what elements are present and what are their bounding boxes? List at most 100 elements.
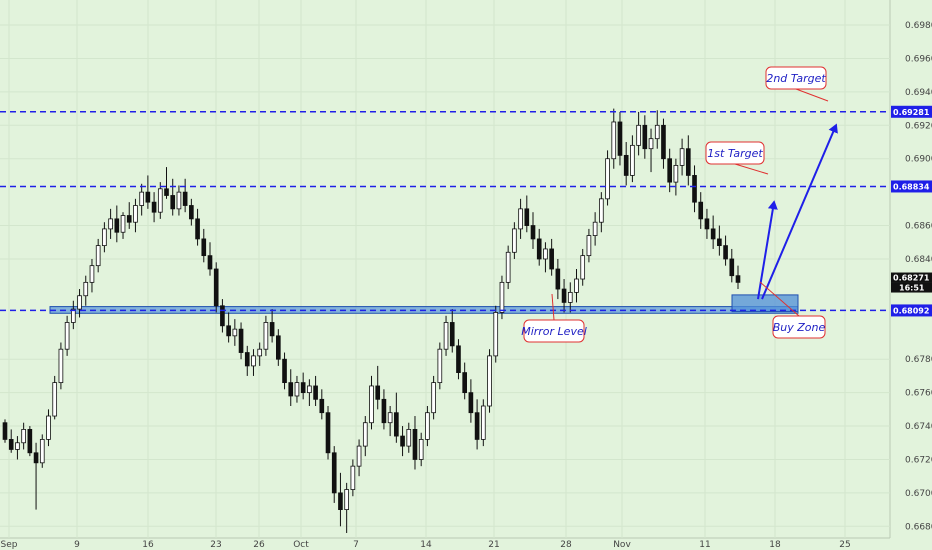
candle-body	[282, 358, 287, 384]
candle-body	[89, 265, 95, 283]
price-tick-8: 0.67600	[905, 389, 932, 399]
time-tick-7: 14	[420, 540, 432, 550]
candle-body	[487, 355, 492, 407]
candle-body	[462, 372, 468, 394]
candle-85	[530, 212, 536, 249]
candle-65	[406, 422, 412, 453]
candle-18	[114, 205, 120, 243]
candle-body	[46, 415, 51, 440]
candle-62	[387, 406, 393, 437]
candle-body	[381, 398, 387, 424]
candle-15	[95, 238, 101, 273]
candle-96	[599, 192, 604, 233]
candle-41	[257, 342, 263, 366]
candle-70	[437, 342, 443, 390]
candle-body	[313, 385, 318, 400]
candle-body	[15, 442, 20, 450]
candle-29	[182, 178, 188, 213]
callout-first-target-box	[705, 141, 765, 165]
candle-body	[480, 405, 486, 440]
candle-47	[294, 375, 300, 403]
candle-body	[257, 348, 263, 357]
callout-second-target: 2nd Target	[765, 66, 829, 102]
time-tick-3: 23	[210, 540, 221, 550]
candle-17	[108, 208, 113, 239]
candle-body	[642, 124, 648, 150]
candle-body	[294, 382, 300, 397]
candle-body	[673, 165, 679, 183]
candle-body	[717, 238, 722, 247]
candle-1	[8, 429, 14, 453]
candle-body	[251, 355, 256, 367]
candle-0	[2, 419, 8, 443]
candle-body	[735, 275, 741, 283]
candle-13	[83, 275, 89, 306]
candle-body	[244, 352, 250, 367]
candle-body	[120, 215, 126, 233]
candle-49	[307, 379, 312, 407]
candle-body	[536, 238, 542, 260]
candle-43	[269, 309, 275, 343]
price-axis: 0.69800 0.69600 0.69400 0.69200 0.69000 0.686…	[891, 21, 932, 532]
levels	[0, 111, 890, 312]
candle-74	[462, 362, 468, 400]
candle-body	[648, 138, 654, 150]
candle-40	[251, 349, 256, 376]
candle-4	[27, 426, 33, 457]
last-price-badge	[891, 272, 932, 283]
candle-body	[543, 248, 548, 260]
candle-118	[735, 265, 741, 290]
candle-88	[549, 238, 554, 276]
candle-73	[456, 339, 461, 380]
candle-body	[269, 322, 275, 337]
candle-body	[145, 191, 151, 203]
candle-body	[319, 398, 325, 414]
candle-50	[313, 375, 318, 407]
candle-24	[151, 192, 157, 223]
candle-5	[33, 442, 39, 510]
candle-body	[456, 345, 461, 373]
time-tick-1: 9	[74, 540, 80, 550]
candle-body	[275, 335, 281, 360]
candle-57	[356, 439, 362, 477]
candle-45	[282, 352, 287, 390]
candle-body	[617, 121, 623, 156]
candle-body	[729, 258, 735, 277]
level-badge-1	[891, 180, 932, 193]
candle-44	[275, 329, 281, 366]
candle-48	[300, 372, 306, 400]
candle-39	[244, 345, 250, 376]
candle-26	[164, 167, 169, 199]
candle-body	[561, 288, 567, 303]
candle-33	[207, 242, 213, 276]
candle-7	[46, 409, 51, 447]
candle-body	[431, 382, 436, 414]
candle-body	[549, 248, 554, 270]
candle-106	[661, 118, 666, 169]
candle-99	[617, 111, 623, 166]
price-tick-2: 0.69400	[905, 88, 932, 98]
time-tick-5: Oct	[293, 540, 309, 550]
candle-body	[350, 465, 356, 490]
time-tick-12: 18	[769, 540, 781, 550]
candle-body	[425, 412, 430, 440]
candle-body	[468, 392, 474, 414]
candle-105	[654, 110, 660, 149]
candle-body	[226, 325, 231, 337]
candle-body	[102, 228, 107, 247]
candle-9	[58, 342, 64, 390]
candle-101	[630, 135, 635, 183]
candle-body	[499, 281, 505, 313]
candle-35	[220, 299, 225, 333]
candle-110	[685, 135, 691, 186]
plot-background	[0, 0, 890, 538]
candle-body	[33, 452, 39, 464]
price-tick-9: 0.67400	[905, 422, 932, 432]
candle-23	[145, 175, 151, 209]
candle-body	[64, 322, 70, 350]
candle-body	[698, 201, 704, 220]
candle-104	[648, 128, 654, 173]
candle-113	[704, 208, 710, 239]
candle-84	[524, 195, 530, 233]
